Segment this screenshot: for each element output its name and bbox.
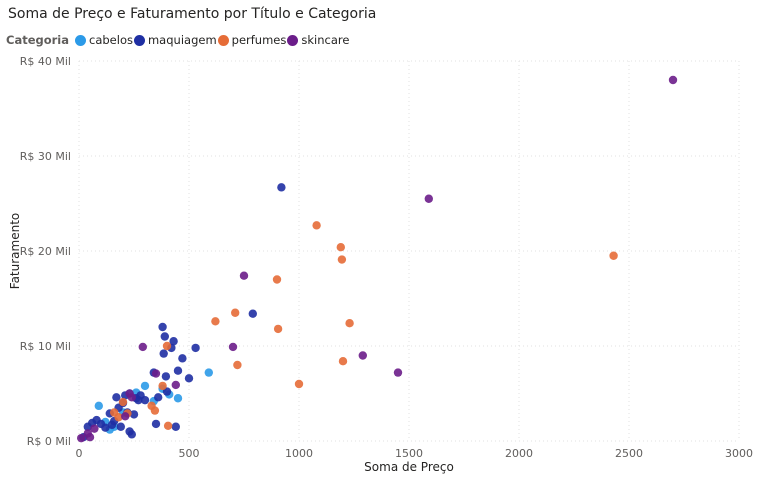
data-point-perfumes	[233, 360, 242, 370]
data-point-perfumes	[609, 251, 618, 260]
data-point-maquiagem	[158, 322, 167, 332]
data-point-maquiagem	[112, 393, 121, 402]
legend: Categoria cabelos maquiagem perfumes ski…	[6, 33, 350, 47]
data-point-maquiagem	[154, 393, 163, 402]
data-point-maquiagem	[162, 387, 172, 396]
data-point-maquiagem	[184, 374, 194, 383]
legend-label-perfumes: perfumes	[231, 33, 287, 47]
data-point-maquiagem	[151, 419, 161, 429]
data-point-skincare	[77, 433, 86, 443]
y-tick-label: R$ 10 Mil	[20, 340, 71, 353]
data-point-perfumes	[294, 379, 304, 389]
legend-marker-perfumes	[217, 34, 229, 46]
data-point-maquiagem	[277, 183, 286, 192]
data-point-cabelos	[173, 394, 183, 403]
data-point-perfumes	[273, 324, 283, 334]
legend-label-maquiagem: maquiagem	[147, 33, 217, 47]
data-point-perfumes	[211, 317, 220, 326]
x-tick-label: 500	[179, 447, 200, 460]
data-point-perfumes	[272, 275, 282, 284]
data-point-skincare	[171, 380, 180, 390]
legend-item-perfumes[interactable]: perfumes	[217, 33, 287, 47]
x-axis-label: Soma de Preço	[364, 460, 454, 474]
y-tick-label: R$ 0 Mil	[27, 435, 71, 448]
data-point-maquiagem	[161, 372, 171, 381]
legend-marker-skincare	[287, 34, 299, 46]
chart-title: Soma de Preço e Faturamento por Título e…	[8, 6, 377, 22]
y-axis-ticks: R$ 0 Mil R$ 10 Mil R$ 20 Mil R$ 30 Mil R$ 40…	[20, 55, 71, 448]
y-tick-label: R$ 40 Mil	[20, 55, 71, 68]
x-tick-label: 2500	[615, 447, 643, 460]
data-point-maquiagem	[129, 410, 139, 419]
data-point-perfumes	[158, 381, 167, 391]
data-point-skincare	[121, 412, 130, 421]
x-tick-label: 2000	[505, 447, 533, 460]
legend-item-cabelos[interactable]: cabelos	[75, 33, 133, 47]
data-point-maquiagem	[178, 354, 187, 363]
data-point-perfumes	[345, 319, 354, 328]
data-points	[77, 75, 678, 443]
data-point-perfumes	[150, 406, 160, 415]
data-point-skincare	[151, 369, 161, 378]
data-point-skincare	[90, 424, 99, 433]
y-tick-label: R$ 30 Mil	[20, 150, 71, 163]
data-point-perfumes	[231, 308, 240, 317]
x-tick-label: 1500	[395, 447, 423, 460]
legend-label-skincare: skincare	[301, 33, 350, 47]
data-point-cabelos	[94, 401, 104, 411]
data-point-maquiagem	[127, 430, 136, 439]
data-point-maquiagem	[159, 349, 168, 358]
data-point-maquiagem	[191, 343, 200, 353]
legend-marker-maquiagem	[133, 34, 145, 46]
data-point-perfumes	[337, 255, 347, 264]
data-point-skincare	[358, 351, 367, 360]
data-point-skincare	[393, 368, 403, 377]
y-axis-label: Faturamento	[8, 213, 22, 289]
data-point-skincare	[424, 194, 433, 203]
data-point-cabelos	[140, 381, 150, 391]
data-point-maquiagem	[160, 332, 169, 341]
legend-marker-cabelos	[75, 34, 87, 46]
data-point-maquiagem	[101, 423, 110, 432]
data-point-maquiagem	[248, 309, 257, 318]
data-point-perfumes	[162, 341, 172, 351]
data-point-skincare	[239, 271, 249, 280]
data-point-perfumes	[312, 221, 321, 230]
data-point-maquiagem	[171, 422, 180, 431]
y-tick-label: R$ 20 Mil	[20, 245, 71, 258]
x-tick-label: 0	[76, 447, 83, 460]
data-point-skincare	[85, 433, 95, 442]
legend-item-maquiagem[interactable]: maquiagem	[133, 33, 217, 47]
legend-title: Categoria	[6, 33, 70, 47]
data-point-maquiagem	[116, 422, 126, 431]
data-point-perfumes	[336, 243, 345, 252]
data-point-cabelos	[204, 368, 213, 377]
x-tick-label: 3000	[725, 447, 753, 460]
x-axis-ticks: 0 500 1000 1500 2000 2500 3000	[76, 447, 754, 460]
data-point-skincare	[668, 75, 678, 85]
x-tick-label: 1000	[285, 447, 313, 460]
data-point-maquiagem	[140, 395, 150, 405]
data-point-perfumes	[163, 421, 173, 430]
data-point-skincare	[228, 342, 238, 352]
data-point-perfumes	[338, 357, 348, 366]
legend-label-cabelos: cabelos	[89, 33, 133, 47]
data-point-skincare	[138, 342, 147, 352]
data-point-perfumes	[114, 413, 123, 422]
legend-item-skincare[interactable]: skincare	[287, 33, 349, 47]
data-point-skincare	[127, 393, 136, 402]
data-point-maquiagem	[173, 366, 183, 375]
data-point-maquiagem	[169, 337, 178, 346]
data-point-perfumes	[118, 397, 128, 407]
